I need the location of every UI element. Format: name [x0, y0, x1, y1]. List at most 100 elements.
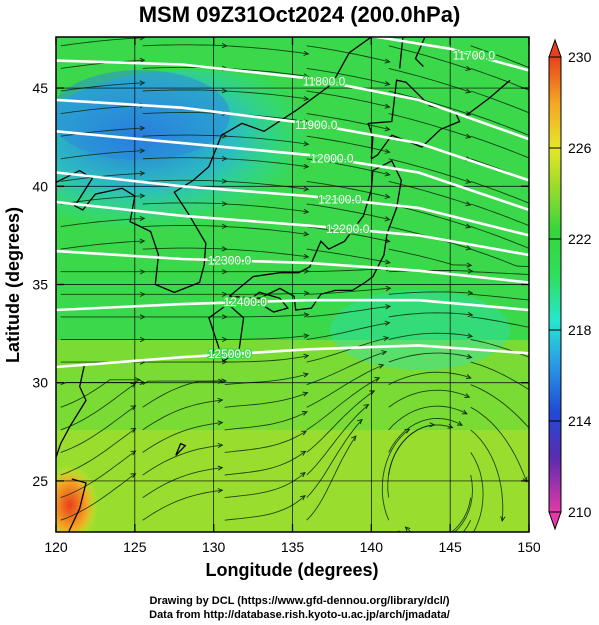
colorbar: 230 226 222 218 214 210 — [548, 38, 592, 531]
streamline — [60, 37, 145, 47]
streamline — [224, 203, 309, 213]
streamline — [306, 322, 390, 340]
height-contour — [56, 249, 529, 284]
streamline-arrow — [130, 382, 137, 388]
streamline-arrow — [303, 372, 309, 378]
streamline — [224, 335, 309, 340]
streamline-arrow — [465, 88, 472, 94]
streamline — [224, 472, 306, 499]
streamline-arrow — [303, 353, 310, 359]
streamline-arrow — [378, 363, 385, 369]
streamline — [306, 337, 389, 363]
contour-label: 11700.0 — [453, 48, 496, 62]
streamline — [60, 240, 145, 250]
streamline — [306, 390, 375, 453]
streamline — [142, 44, 227, 47]
streamline — [142, 112, 227, 115]
streamline-arrow — [299, 494, 306, 501]
credit-data: Data from http://database.rish.kyoto-u.a… — [149, 609, 450, 621]
streamline — [142, 467, 223, 498]
streamline — [224, 45, 309, 55]
streamline-arrow — [217, 442, 224, 448]
coastline — [251, 291, 289, 313]
streamline-arrow — [139, 80, 146, 86]
x-tick-label: 150 — [517, 539, 541, 555]
coastline — [228, 159, 402, 311]
streamline-arrow — [303, 141, 310, 147]
streamline — [224, 314, 309, 318]
streamline — [142, 489, 223, 521]
contour-label: 12500.0 — [208, 347, 252, 361]
streamline-arrow — [384, 103, 391, 109]
streamline — [306, 226, 390, 242]
x-tick-label: 145 — [438, 539, 462, 555]
streamline — [142, 380, 226, 386]
streamline-arrow — [465, 245, 472, 251]
streamline — [405, 497, 472, 532]
streamline-arrow — [374, 377, 381, 382]
streamline — [142, 444, 223, 476]
streamline — [60, 382, 136, 431]
streamline — [142, 134, 227, 137]
streamline-arrow — [363, 404, 370, 410]
streamline — [388, 371, 471, 386]
streamline-arrow — [536, 436, 541, 441]
height-contour — [56, 59, 529, 141]
streamline — [470, 429, 504, 522]
height-contour — [56, 344, 529, 369]
colorbar-top-arrow — [548, 38, 562, 58]
streamline — [142, 202, 227, 205]
streamline — [470, 113, 529, 136]
height-contour — [369, 37, 529, 72]
y-axis: 25 30 35 40 45 — [32, 80, 529, 489]
colorbar-tick-label: 210 — [568, 504, 592, 520]
streamline — [388, 405, 468, 431]
streamline-arrow — [467, 311, 474, 318]
streamline — [388, 158, 471, 183]
streamline — [306, 305, 391, 318]
streamline-arrow — [384, 193, 391, 199]
streamline-arrow — [351, 435, 357, 442]
streamline-arrow — [467, 333, 474, 339]
streamline — [470, 203, 529, 227]
contour-label: 11800.0 — [303, 74, 346, 88]
streamline-arrow — [384, 259, 391, 265]
colorbar-ticks: 230 226 222 218 214 210 — [549, 49, 592, 520]
streamline — [224, 495, 306, 521]
height-contour — [56, 200, 529, 257]
streamline-arrow — [465, 178, 472, 184]
streamline — [306, 248, 390, 264]
height-contour — [56, 171, 529, 237]
streamline — [388, 248, 472, 266]
streamline-arrow — [303, 186, 310, 192]
streamline-arrow — [384, 238, 391, 244]
streamline-arrow — [465, 223, 472, 229]
streamline-arrow — [302, 391, 309, 397]
y-axis-label: Latitude (degrees) — [3, 207, 23, 363]
streamline — [142, 179, 227, 182]
streamline-arrow — [385, 285, 392, 292]
streamline-arrow — [384, 216, 391, 222]
streamline — [306, 351, 387, 386]
cold-core — [56, 70, 230, 160]
streamline — [306, 67, 390, 85]
streamline — [453, 474, 473, 532]
colorbar-body — [548, 56, 562, 513]
cool-patch — [330, 290, 510, 370]
streamline-arrow — [466, 354, 473, 360]
streamline — [142, 225, 227, 228]
streamline — [388, 424, 453, 476]
streamline-arrow — [369, 390, 376, 396]
streamline-arrow — [384, 320, 391, 326]
streamline — [224, 158, 309, 168]
streamline — [224, 430, 307, 453]
x-axis: 120 125 130 135 140 145 150 — [44, 37, 541, 555]
streamline-arrow — [303, 208, 310, 215]
y-tick-label: 40 — [32, 178, 48, 194]
streamline — [142, 422, 223, 453]
streamline-arrow — [130, 473, 137, 479]
streamline-arrow — [500, 516, 506, 523]
streamline — [224, 90, 309, 100]
streamline — [470, 452, 484, 532]
streamline — [388, 113, 471, 138]
